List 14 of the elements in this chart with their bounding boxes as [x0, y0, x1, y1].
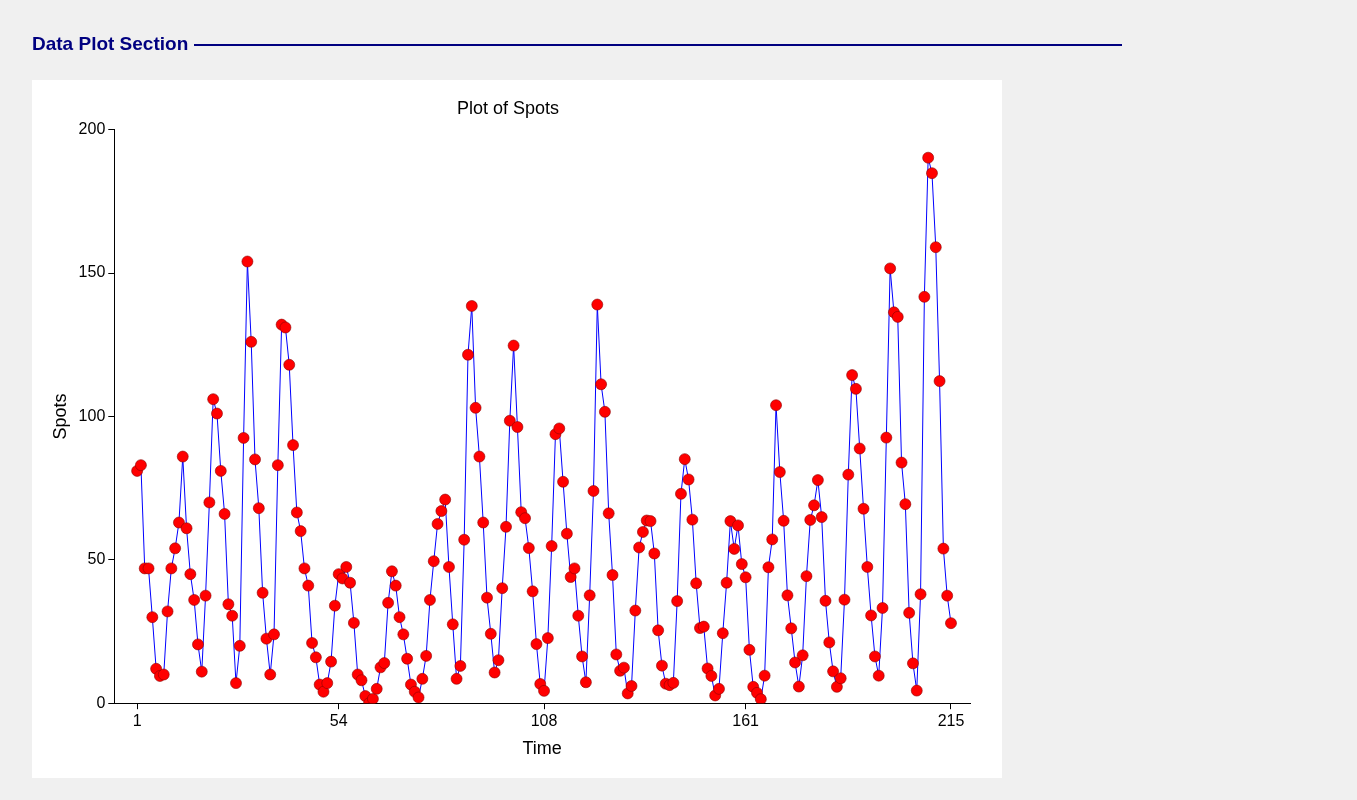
y-tick-label: 0	[96, 693, 106, 711]
x-tick-label: 1	[132, 712, 142, 730]
text: Data Plot Section	[32, 33, 189, 55]
x-tick-label: 161	[732, 712, 760, 730]
x-tick-label: 215	[937, 712, 965, 730]
y-tick-label: 150	[78, 263, 106, 281]
y-axis-title: Spots	[49, 393, 70, 440]
chart-title: Plot of Spots	[456, 97, 560, 118]
x-axis-title: Time	[522, 738, 562, 759]
x-tick-label: 108	[530, 712, 558, 730]
y-tick-label: 200	[78, 120, 106, 138]
y-tick-label: 100	[78, 406, 106, 424]
x-tick-label: 54	[329, 712, 348, 730]
y-tick-label: 50	[87, 550, 106, 568]
